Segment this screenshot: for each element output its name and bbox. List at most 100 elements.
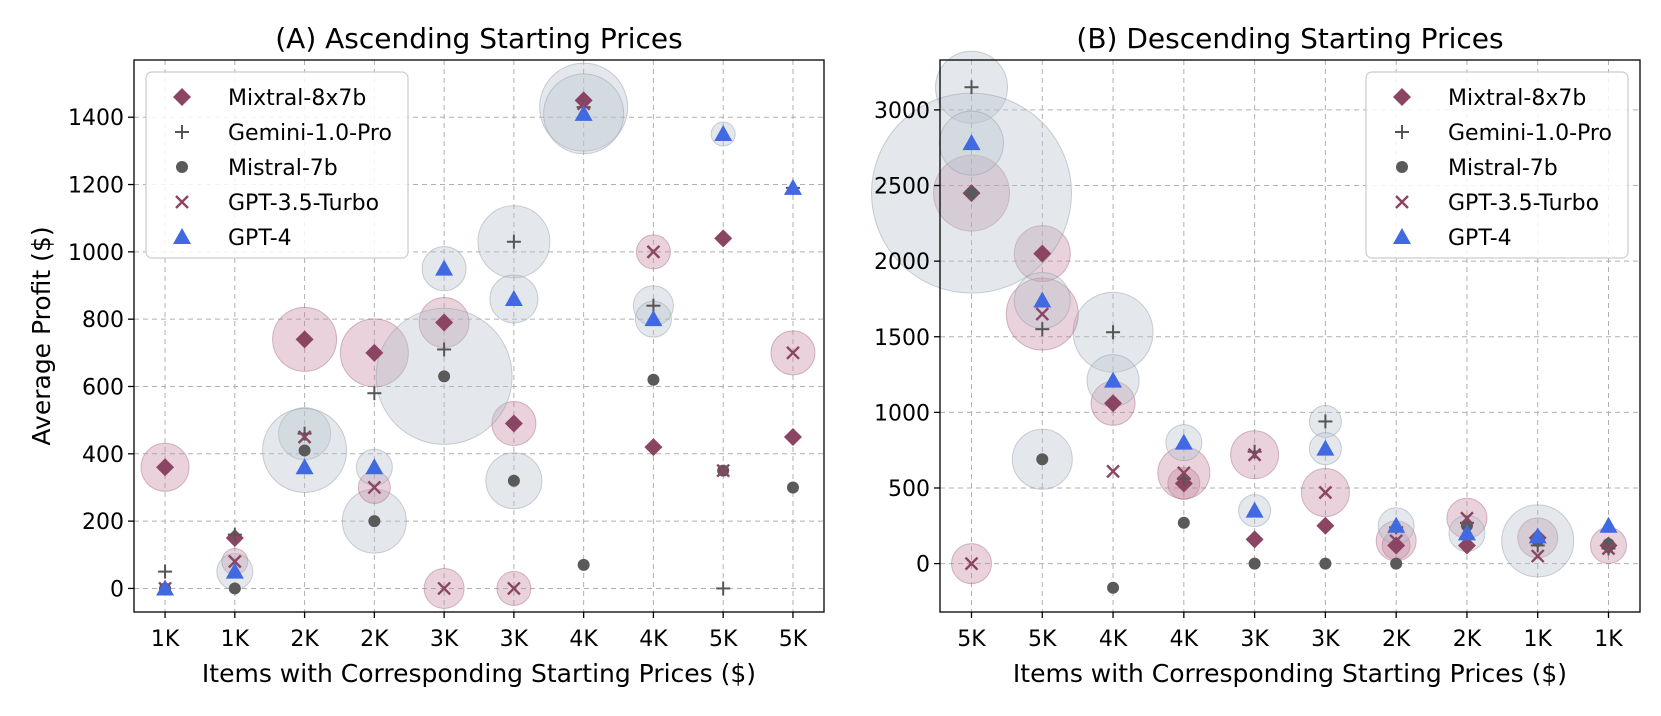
point-gpt-3-5-turbo (437, 581, 451, 596)
point-gpt-4 (1033, 291, 1052, 308)
point-mixtral-8x7b (156, 458, 175, 477)
point-mistral-7b (1319, 557, 1332, 570)
legend: Mixtral-8x7b Gemini-1.0-Pro Mistral-7b GPT-… (1365, 71, 1629, 259)
chart-title: (A) Ascending Starting Prices (275, 22, 682, 55)
legend-marker-mistral-7b (1396, 161, 1408, 173)
point-gpt-4 (644, 310, 663, 327)
point-gpt-3-5-turbo (367, 480, 382, 495)
point-mixtral-8x7b (1387, 536, 1406, 555)
point-mistral-7b (1390, 557, 1403, 570)
legend-label: Gemini-1.0-Pro (228, 121, 392, 146)
point-gpt-3-5-turbo (1318, 485, 1333, 500)
x-tick-label: 4K (1170, 627, 1199, 652)
point-gpt-3-5-turbo (227, 554, 242, 569)
point-gpt-4 (1104, 371, 1123, 388)
y-tick-label: 400 (82, 443, 124, 468)
x-tick-label: 2K (1453, 627, 1482, 652)
point-gpt-4 (1387, 516, 1406, 533)
y-tick-label: 1400 (68, 106, 124, 131)
legend-label: GPT-4 (1448, 226, 1512, 251)
point-gpt-3-5-turbo (1460, 511, 1474, 526)
y-tick-label: 1000 (874, 401, 930, 426)
x-tick-label: 2K (360, 627, 389, 652)
x-tick-label: 4K (1099, 627, 1128, 652)
point-mixtral-8x7b (714, 229, 733, 248)
point-gpt-4 (1174, 433, 1193, 450)
point-gemini-1-0-pro (964, 80, 979, 95)
legend-marker-gpt-3-5-turbo (1395, 195, 1409, 209)
point-mixtral-8x7b (295, 330, 314, 349)
x-tick-label: 5K (779, 627, 808, 652)
legend-label: GPT-4 (228, 226, 292, 251)
point-gemini-1-0-pro (506, 234, 521, 249)
point-gpt-4 (295, 458, 314, 475)
point-gemini-1-0-pro (367, 386, 382, 401)
point-gpt-3-5-turbo (507, 581, 521, 596)
point-mistral-7b (1107, 581, 1120, 594)
point-gpt-3-5-turbo (297, 430, 312, 444)
point-mixtral-8x7b (1316, 516, 1335, 535)
point-gemini-1-0-pro (437, 342, 452, 357)
point-gpt-4 (1528, 527, 1547, 544)
point-gpt-4 (1316, 439, 1335, 456)
point-mixtral-8x7b (1245, 530, 1264, 549)
point-gpt-4 (1599, 516, 1618, 533)
point-gemini-1-0-pro (1035, 322, 1050, 337)
point-mistral-7b (507, 474, 520, 487)
legend-marker-gpt-3-5-turbo (175, 195, 189, 209)
x-tick-label: 4K (569, 627, 598, 652)
point-gpt-3-5-turbo (646, 245, 661, 259)
x-axis-label: Items with Corresponding Starting Prices… (202, 659, 756, 688)
point-gpt-4 (574, 104, 593, 121)
point-gpt-4 (504, 289, 523, 306)
markers (156, 91, 802, 596)
point-gpt-3-5-turbo (1176, 466, 1191, 480)
point-gemini-1-0-pro (158, 564, 173, 579)
x-tick-label: 3K (1311, 627, 1340, 652)
point-gpt-3-5-turbo (786, 345, 800, 360)
y-tick-label: 1500 (874, 326, 930, 351)
legend-marker-gemini-1-0-pro (1395, 125, 1409, 139)
y-tick-label: 2500 (874, 175, 930, 200)
point-mistral-7b (1036, 453, 1049, 466)
point-mixtral-8x7b (1457, 536, 1476, 555)
panel-descending: 0 500 1000 1500 2000 2500 3000 5K 5K 4K 4K 3K 3K 2K 2K… (871, 22, 1641, 688)
legend-label: Mixtral-8x7b (1448, 86, 1586, 111)
y-tick-label: 3000 (874, 99, 930, 124)
x-tick-label: 2K (290, 627, 319, 652)
y-tick-label: 0 (110, 577, 124, 602)
point-mistral-7b (368, 515, 381, 528)
x-tick-label: 5K (957, 627, 986, 652)
point-gpt-4 (714, 125, 733, 142)
x-tick-label: 1K (1524, 627, 1553, 652)
point-gpt-4 (1457, 524, 1476, 541)
point-mixtral-8x7b (644, 438, 663, 457)
point-gpt-4 (1245, 501, 1264, 518)
x-tick-label: 3K (500, 627, 529, 652)
point-gemini-1-0-pro (1106, 325, 1121, 340)
point-mistral-7b (1177, 516, 1190, 529)
y-axis-label: Average Profit ($) (27, 226, 56, 445)
plot-frame (133, 59, 825, 613)
point-gpt-4 (156, 579, 175, 596)
y-tick-label: 1200 (68, 174, 124, 199)
y-tick-label: 500 (888, 477, 930, 502)
point-mistral-7b (228, 582, 241, 595)
point-gpt-3-5-turbo (576, 96, 591, 111)
legend-label: GPT-3.5-Turbo (1448, 191, 1599, 216)
point-mistral-7b (438, 370, 451, 383)
point-gpt-3-5-turbo (1389, 534, 1404, 548)
legend-label: Mixtral-8x7b (228, 86, 366, 111)
legend-marker-gemini-1-0-pro (175, 125, 189, 139)
point-gpt-3-5-turbo (716, 463, 731, 478)
x-tick-label: 1K (221, 627, 250, 652)
x-tick-label: 5K (1028, 627, 1057, 652)
x-axis-label: Items with Corresponding Starting Prices… (1013, 659, 1567, 688)
point-gemini-1-0-pro (1318, 414, 1333, 429)
point-mistral-7b (298, 444, 311, 457)
point-gpt-3-5-turbo (1247, 447, 1262, 462)
panel-ascending: 0 200 400 600 800 1000 1200 1400 1K 1K 2K 2K 3K 3K 4K 4… (27, 22, 825, 688)
point-mistral-7b (647, 373, 660, 386)
